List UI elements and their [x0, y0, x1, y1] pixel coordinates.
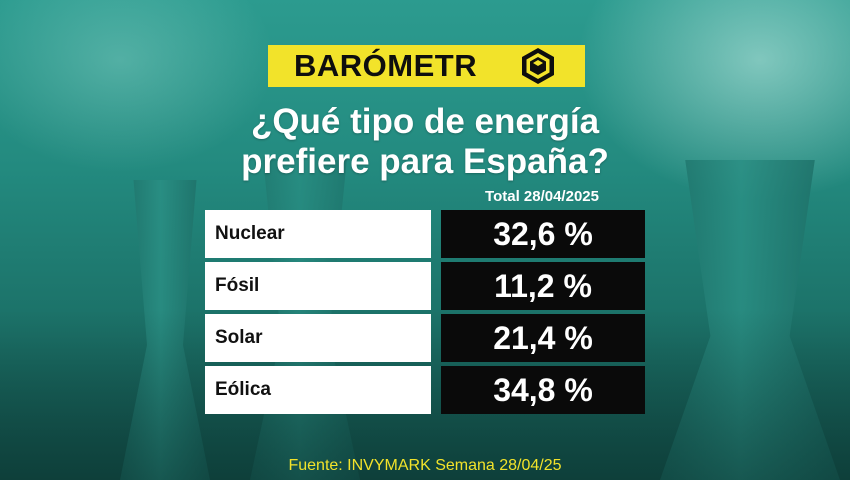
row-label: Nuclear: [215, 223, 285, 244]
row-label: Fósil: [215, 275, 260, 296]
row-value-box: 11,2 %: [441, 262, 645, 310]
title-line-2: prefiere para España?: [241, 142, 609, 181]
row-value: 32,6 %: [493, 216, 593, 252]
row-value: 34,8 %: [493, 372, 593, 408]
hexagon-cube-icon: [522, 48, 554, 84]
row-value: 21,4 %: [493, 320, 593, 356]
source-note: Fuente: INVYMARK Semana 28/04/25: [288, 457, 562, 474]
brand-name: BARÓMETR: [294, 48, 478, 83]
title-line-1: ¿Qué tipo de energía: [250, 102, 600, 141]
table-row: Solar 21,4 %: [205, 314, 645, 362]
chart-title: ¿Qué tipo de energía prefiere para Españ…: [0, 102, 850, 182]
row-label-box: Fósil: [205, 262, 431, 310]
row-value-box: 32,6 %: [441, 210, 645, 258]
row-label-box: Eólica: [205, 366, 431, 414]
table-row: Eólica 34,8 %: [205, 366, 645, 414]
row-value-box: 21,4 %: [441, 314, 645, 362]
table-row: Fósil 11,2 %: [205, 262, 645, 310]
row-label: Solar: [215, 327, 263, 348]
row-value-box: 34,8 %: [441, 366, 645, 414]
row-label-box: Nuclear: [205, 210, 431, 258]
column-header: Total 28/04/2025: [485, 188, 599, 205]
brand-banner: BARÓMETR: [268, 45, 585, 87]
row-label-box: Solar: [205, 314, 431, 362]
table-row: Nuclear 32,6 %: [205, 210, 645, 258]
row-label: Eólica: [215, 379, 271, 400]
row-value: 11,2 %: [494, 268, 592, 304]
